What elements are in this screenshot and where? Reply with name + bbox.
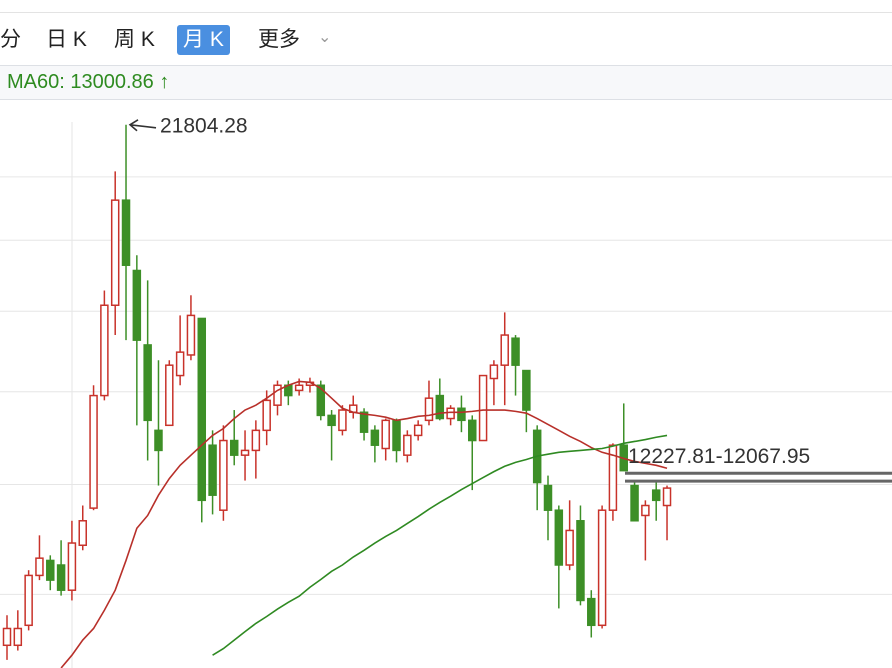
candle-body [511, 337, 520, 366]
candle-body [35, 557, 44, 577]
candle-body [446, 407, 455, 420]
candle-body [197, 317, 207, 502]
candle-body [651, 489, 661, 502]
arrow [128, 119, 157, 132]
candle-body [543, 484, 553, 511]
chart: 21804.28 12227.81-12067.95 [0, 114, 892, 668]
candle-body [294, 384, 304, 392]
candle-body [110, 199, 120, 307]
indicator-bar: MA60: 13000.86 ↑ [0, 65, 892, 100]
indicator: MA60: 13000.86 ↑ [7, 71, 170, 93]
candle-body [478, 374, 488, 442]
candle-body [370, 429, 380, 446]
candle-body [608, 444, 618, 511]
candle-body [143, 344, 152, 422]
candle-body [641, 504, 650, 517]
candle-body [565, 529, 574, 566]
candle-body [132, 269, 142, 341]
candle-body [597, 509, 607, 627]
tab[interactable]: 日 K [46, 28, 87, 51]
candle-body [165, 364, 174, 427]
candle-body [13, 627, 23, 647]
ma-line [60, 380, 668, 668]
candle-body [587, 597, 596, 627]
candle-body [500, 334, 509, 366]
candle-body [175, 351, 185, 377]
max-label: 21804.28 [160, 114, 248, 137]
tab[interactable]: 分 [0, 28, 21, 51]
candle-body [435, 394, 445, 420]
candle-body [327, 414, 336, 427]
candle-body [56, 564, 66, 591]
candle-body [273, 384, 282, 406]
candle-body [359, 411, 369, 433]
candle-body [262, 399, 271, 432]
candle-body [554, 509, 564, 566]
toolbar: 分 日 K 周 K 月 K 更多 ⌄ [0, 12, 892, 65]
candle-body [630, 484, 639, 522]
candle-body [424, 397, 434, 422]
candle-body [24, 574, 33, 627]
candle-body [154, 429, 163, 452]
candle-body [251, 429, 261, 452]
candle-body [381, 419, 390, 450]
candle-body [457, 407, 466, 422]
candle-body [576, 520, 585, 602]
candle-body [219, 439, 228, 511]
candle-body [2, 627, 12, 647]
candle-body [316, 384, 326, 417]
candle-body [208, 444, 217, 496]
candle-body [46, 559, 55, 581]
candle-body [403, 434, 412, 456]
candle-body [392, 419, 401, 452]
candle-body [662, 487, 672, 507]
dropdown-icon[interactable]: ⌄ [318, 29, 332, 46]
candle-body [338, 409, 347, 432]
candle-body [468, 419, 477, 442]
candle-body [489, 364, 499, 380]
tab[interactable]: 月 K [177, 25, 230, 55]
candle-body [121, 199, 131, 266]
tab[interactable]: 更多 [258, 28, 300, 51]
candle-body [229, 439, 239, 456]
ma-line [212, 434, 668, 656]
candle-body [522, 369, 531, 411]
candle-body [100, 304, 109, 397]
candle-body [89, 394, 98, 509]
tab[interactable]: 周 K [114, 28, 155, 51]
range-label: 12227.81-12067.95 [628, 445, 810, 468]
candle-body [240, 449, 250, 456]
candle-body [78, 520, 87, 547]
candle-body [413, 424, 423, 437]
candle-body [67, 542, 77, 591]
candle-body [186, 314, 196, 356]
